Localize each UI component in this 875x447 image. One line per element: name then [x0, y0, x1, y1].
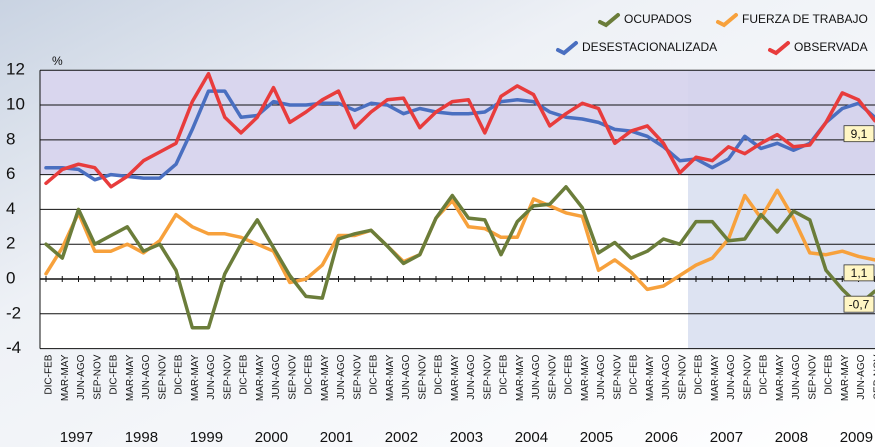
x-tick-label: DIC-FEB	[174, 354, 185, 394]
legend-label: OCUPADOS	[624, 12, 692, 26]
y-tick-label: -4	[6, 338, 21, 357]
x-tick-label: MAR-MAY	[840, 354, 851, 401]
year-label: 1998	[125, 429, 158, 446]
x-tick-label: DIC-FEB	[759, 354, 770, 394]
x-tick-label: DIC-FEB	[629, 354, 640, 394]
x-tick-label: SEP-NOV	[287, 354, 298, 399]
x-tick-label: JUN-AGO	[141, 354, 152, 399]
year-label: 2009	[840, 429, 873, 446]
x-tick-label: MAR-MAY	[385, 354, 396, 401]
x-tick-label: MAR-MAY	[450, 354, 461, 401]
year-label: 2004	[515, 429, 548, 446]
end-label: 9,1	[851, 127, 868, 141]
year-label: 2007	[710, 429, 743, 446]
x-tick-label: MAR-MAY	[320, 354, 331, 401]
x-tick-label: MAR-MAY	[710, 354, 721, 401]
year-label: 2006	[645, 429, 678, 446]
x-tick-label: SEP-NOV	[677, 354, 688, 399]
x-tick-label: JUN-AGO	[466, 354, 477, 399]
x-tick-label: JUN-AGO	[791, 354, 802, 399]
x-tick-label: SEP-NOV	[222, 354, 233, 399]
x-tick-label: MAR-MAY	[515, 354, 526, 401]
y-tick-label: 0	[6, 268, 15, 287]
x-tick-label: DIC-FEB	[434, 354, 445, 394]
x-tick-label: SEP-NOV	[482, 354, 493, 399]
y-tick-label: -2	[6, 303, 21, 322]
x-tick-label: JUN-AGO	[206, 354, 217, 399]
x-tick-label: DIC-FEB	[304, 354, 315, 394]
y-tick-label: 12	[6, 60, 25, 79]
legend-label: FUERZA DE TRABAJO	[742, 12, 868, 26]
year-label: 1999	[190, 429, 223, 446]
end-label: -0,7	[849, 297, 870, 311]
x-tick-label: JUN-AGO	[76, 354, 87, 399]
x-tick-label: SEP-NOV	[157, 354, 168, 399]
x-tick-label: MAR-MAY	[125, 354, 136, 401]
y-tick-label: 10	[6, 95, 25, 114]
x-tick-label: SEP-NOV	[417, 354, 428, 399]
x-tick-label: SEP-NOV	[742, 354, 753, 399]
x-tick-label: SEP-NOV	[352, 354, 363, 399]
x-tick-label: MAR-MAY	[190, 354, 201, 401]
legend-label: OBSERVADA	[794, 40, 868, 54]
y-tick-label: 8	[6, 129, 15, 148]
year-label: 2000	[255, 429, 288, 446]
y-tick-label: 6	[6, 164, 15, 183]
x-tick-label: JUN-AGO	[401, 354, 412, 399]
y-tick-label: 2	[6, 234, 15, 253]
y-unit: %	[52, 54, 63, 68]
y-tick-label: 4	[6, 199, 15, 218]
x-tick-label: SEP-NOV	[612, 354, 623, 399]
year-label: 1997	[60, 429, 93, 446]
year-label: 2001	[320, 429, 353, 446]
x-tick-label: SEP-NOV	[547, 354, 558, 399]
x-tick-label: DIC-FEB	[239, 354, 250, 394]
chart: % 12 10 8 6 4 2 0 -2 -4 DIC-FEB MAR-MAY JUN-AGO SEP-…	[0, 0, 875, 447]
x-tick-label: JUN-AGO	[336, 354, 347, 399]
x-tick-label: JUN-AGO	[271, 354, 282, 399]
year-label: 2008	[775, 429, 808, 446]
x-tick-label: DIC-FEB	[44, 354, 55, 394]
x-tick-label: MAR-MAY	[775, 354, 786, 401]
x-tick-label: MAR-MAY	[580, 354, 591, 401]
end-label: 1,1	[851, 266, 868, 280]
x-tick-label: JUN-AGO	[661, 354, 672, 399]
x-tick-label: JUN-AGO	[596, 354, 607, 399]
x-tick-label: SEP-NOV	[92, 354, 103, 399]
x-tick-label: DIC-FEB	[499, 354, 510, 394]
x-tick-label: JUN-AGO	[726, 354, 737, 399]
x-tick-label: JUN-AGO	[856, 354, 867, 399]
x-tick-label: DIC-FEB	[369, 354, 380, 394]
year-label: 2003	[450, 429, 483, 446]
shaded-band	[40, 70, 875, 174]
x-tick-label: DIC-FEB	[694, 354, 705, 394]
x-tick-label: JUN-AGO	[531, 354, 542, 399]
x-tick-label: MAR-MAY	[60, 354, 71, 401]
x-tick-label: DIC-FEB	[109, 354, 120, 394]
year-label: 2002	[385, 429, 418, 446]
legend-label: DESESTACIONALIZADA	[582, 40, 717, 54]
x-tick-label: MAR-MAY	[255, 354, 266, 401]
year-label: 2005	[580, 429, 613, 446]
x-tick-label: SEP-NOV	[807, 354, 818, 399]
x-tick-label: MAR-MAY	[645, 354, 656, 401]
x-tick-label: DIC-FEB	[824, 354, 835, 394]
x-tick-label: DIC-FEB	[564, 354, 575, 394]
